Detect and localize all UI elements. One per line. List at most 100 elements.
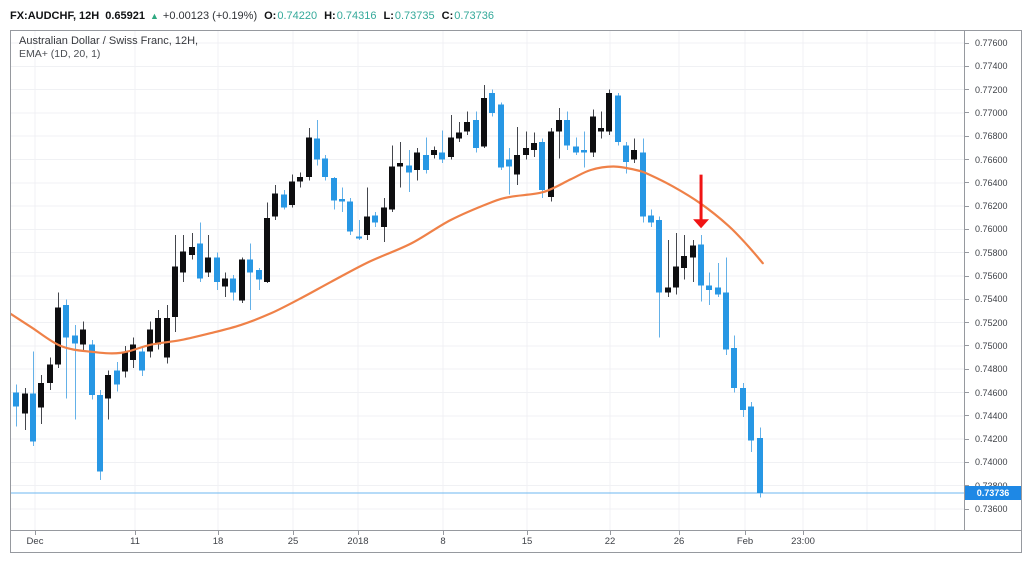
candle[interactable] [130, 344, 136, 360]
candle[interactable] [448, 137, 454, 158]
candle[interactable] [539, 142, 545, 190]
candle[interactable] [397, 162, 403, 167]
candle[interactable] [306, 137, 312, 177]
chart-legend[interactable]: Australian Dollar / Swiss Franc, 12H, EM… [19, 35, 198, 61]
candle[interactable] [372, 215, 378, 223]
down-arrow-annotation[interactable] [693, 174, 710, 229]
candle[interactable] [222, 278, 228, 287]
candle[interactable] [289, 181, 295, 205]
candle[interactable] [748, 406, 754, 441]
candle[interactable] [665, 287, 671, 293]
candle[interactable] [381, 207, 387, 228]
candle[interactable] [573, 146, 579, 153]
candle[interactable] [189, 246, 195, 256]
candle[interactable] [281, 194, 287, 208]
candle[interactable] [322, 158, 328, 177]
candle[interactable] [155, 317, 161, 345]
candle[interactable] [272, 193, 278, 217]
candle[interactable] [514, 154, 520, 175]
price-axis[interactable]: 0.77600 0.77400 0.77200 0.77000 0.76800 0.766… [964, 31, 1021, 530]
candle[interactable] [456, 132, 462, 139]
candle[interactable] [297, 176, 303, 182]
candle[interactable] [706, 285, 712, 290]
candle[interactable] [356, 236, 362, 239]
chart-canvas[interactable] [11, 31, 964, 530]
candle[interactable] [757, 437, 763, 494]
candle[interactable] [230, 278, 236, 293]
candle[interactable] [681, 256, 687, 268]
candle[interactable] [197, 243, 203, 279]
candle[interactable] [22, 393, 28, 414]
candle[interactable] [498, 104, 504, 168]
legend-symbol-title[interactable]: Australian Dollar / Swiss Franc, 12H, [19, 35, 199, 47]
candle[interactable] [606, 93, 612, 132]
candle[interactable] [214, 257, 220, 282]
candle[interactable] [347, 201, 353, 232]
candle[interactable] [590, 116, 596, 153]
candlestick-chart[interactable]: Australian Dollar / Swiss Franc, 12H, EM… [11, 31, 964, 530]
candle[interactable] [205, 257, 211, 273]
candle[interactable] [615, 95, 621, 143]
candle[interactable] [715, 287, 721, 295]
candle[interactable] [256, 270, 262, 280]
candle[interactable] [648, 215, 654, 223]
candle[interactable] [80, 329, 86, 345]
candle[interactable] [406, 165, 412, 173]
candle[interactable] [122, 351, 128, 372]
candle[interactable] [640, 152, 646, 217]
candle[interactable] [13, 392, 19, 407]
candle[interactable] [339, 199, 345, 202]
symbol-name[interactable]: FX:AUDCHF, 12H [10, 10, 100, 22]
candle[interactable] [89, 344, 95, 395]
candle[interactable] [723, 292, 729, 350]
candle[interactable] [63, 305, 69, 338]
candle[interactable] [38, 383, 44, 408]
candle[interactable] [239, 259, 245, 301]
candle[interactable] [97, 394, 103, 472]
candle[interactable] [473, 119, 479, 148]
candle[interactable] [72, 335, 78, 344]
ema-line[interactable] [11, 165, 764, 355]
candle[interactable] [656, 220, 662, 293]
candle[interactable] [489, 93, 495, 113]
candle[interactable] [114, 370, 120, 385]
candle[interactable] [740, 387, 746, 410]
candle[interactable] [523, 147, 529, 155]
candle[interactable] [172, 266, 178, 317]
candle[interactable] [331, 178, 337, 201]
candle[interactable] [531, 143, 537, 151]
candle[interactable] [55, 307, 61, 365]
candle[interactable] [423, 154, 429, 170]
candle[interactable] [731, 348, 737, 388]
candle[interactable] [105, 375, 111, 399]
candle[interactable] [389, 166, 395, 210]
candle[interactable] [690, 245, 696, 258]
candle[interactable] [139, 351, 145, 371]
candle[interactable] [364, 216, 370, 236]
candle[interactable] [698, 244, 704, 286]
candle[interactable] [673, 266, 679, 288]
legend-indicator-label[interactable]: EMA+ (1D, 20, 1) [19, 48, 101, 60]
candle[interactable] [431, 150, 437, 155]
candle[interactable] [264, 217, 270, 282]
candle[interactable] [581, 150, 587, 153]
candle[interactable] [314, 138, 320, 160]
candle[interactable] [247, 259, 253, 273]
candle[interactable] [147, 329, 153, 352]
candle[interactable] [164, 317, 170, 358]
candle[interactable] [506, 159, 512, 167]
candle[interactable] [564, 119, 570, 146]
candle[interactable] [439, 152, 445, 160]
candle[interactable] [47, 364, 53, 384]
candle[interactable] [414, 152, 420, 170]
candle[interactable] [548, 131, 554, 197]
candle[interactable] [481, 97, 487, 147]
candle[interactable] [30, 393, 36, 442]
candle[interactable] [598, 128, 604, 132]
candle[interactable] [631, 150, 637, 160]
time-axis[interactable]: Dec 11 18 25 2018 8 15 22 26 Feb 23:00 [11, 530, 1021, 552]
candle[interactable] [180, 251, 186, 273]
candle[interactable] [464, 122, 470, 132]
candle[interactable] [556, 119, 562, 132]
candle[interactable] [623, 145, 629, 162]
